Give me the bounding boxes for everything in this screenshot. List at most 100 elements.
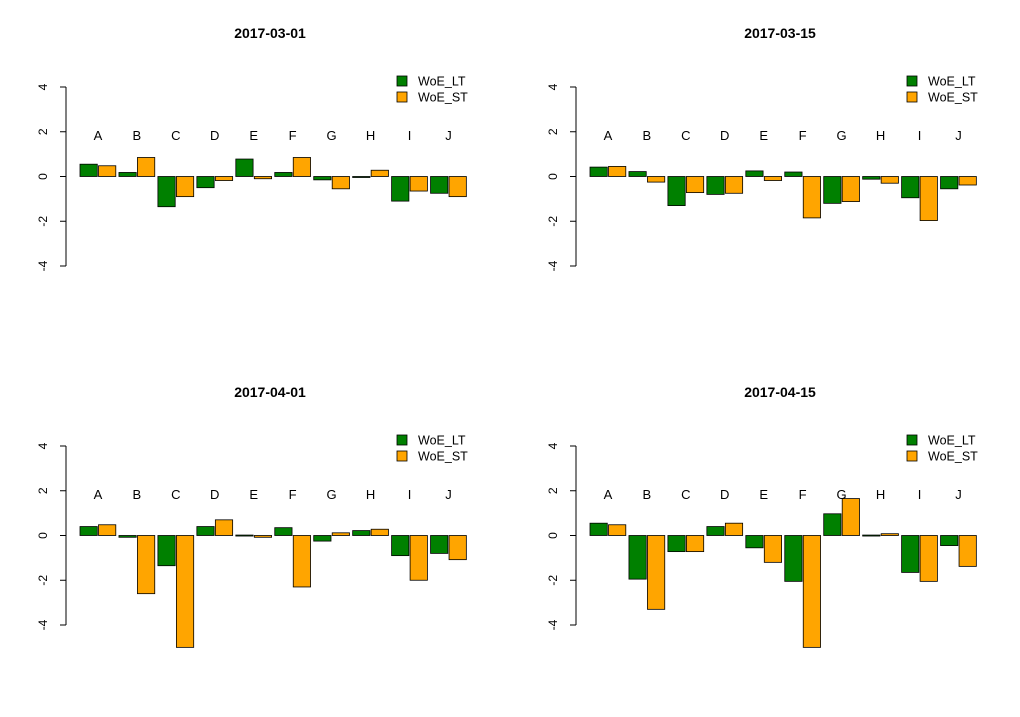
bar-woe-lt (79, 163, 98, 177)
bar-woe-st (763, 535, 783, 563)
category-label: J (445, 487, 452, 502)
legend: WoE_LT WoE_ST (396, 434, 468, 464)
category-label: A (604, 487, 613, 502)
bar-woe-lt (430, 176, 449, 194)
category-label: H (366, 487, 375, 502)
chart-panel: 2017-04-15 -4 -2 0 2 4 A B C D E F G H I J WoE_LT WoE_ST (546, 384, 978, 648)
category-label: E (759, 128, 768, 143)
y-tick-label: 0 (36, 532, 50, 539)
legend-label: WoE_LT (418, 434, 466, 448)
bar-woe-lt (862, 534, 881, 537)
category-label: B (643, 128, 652, 143)
bar-woe-lt (157, 176, 176, 208)
bar-woe-lt (157, 535, 176, 567)
category-label: G (837, 487, 847, 502)
bar-woe-lt (901, 535, 920, 573)
bar-woe-st (175, 176, 195, 198)
y-tick-label: 0 (546, 532, 560, 539)
bar-woe-lt (313, 176, 332, 181)
legend: WoE_LT WoE_ST (906, 434, 978, 464)
category-label: G (837, 128, 847, 143)
category-label: J (955, 487, 962, 502)
category-label: C (171, 128, 180, 143)
bar-woe-st (292, 157, 311, 177)
bar-woe-st (448, 176, 467, 198)
y-tick-label: -2 (546, 216, 560, 227)
bar-woe-lt (430, 535, 449, 554)
legend-label: WoE_ST (418, 91, 468, 105)
bar-woe-st (958, 535, 977, 567)
bar-woe-st (175, 535, 195, 648)
chart-title: 2017-03-01 (234, 25, 306, 41)
category-label: F (289, 487, 297, 502)
category-label: I (918, 487, 922, 502)
legend-label: WoE_ST (418, 450, 468, 464)
y-tick-label: -2 (546, 575, 560, 586)
bar-woe-lt (313, 535, 332, 542)
bar-woe-st (253, 535, 273, 538)
bar-woe-st (958, 176, 977, 186)
bar-woe-st (919, 176, 938, 221)
bar-woe-st (763, 176, 783, 181)
y-tick-label: 2 (546, 128, 560, 135)
bar-woe-lt (667, 535, 686, 553)
chart-panel: 2017-04-01 -4 -2 0 2 4 A B C D E F G H I J WoE_LT WoE_ST (36, 384, 468, 648)
legend-label: WoE_LT (928, 434, 976, 448)
bar-woe-st (685, 176, 705, 194)
bar-woe-st (370, 528, 389, 536)
bar-woe-st (214, 176, 234, 181)
category-label: J (445, 128, 452, 143)
bar-woe-lt (745, 170, 764, 177)
bar-woe-st (880, 533, 899, 536)
bar-woe-st (802, 176, 821, 219)
bar-woe-st (137, 157, 156, 177)
category-label: C (681, 128, 690, 143)
y-tick-label: 4 (546, 83, 560, 90)
bar-woe-lt (784, 535, 803, 582)
bar-woe-st (98, 524, 117, 536)
bar-woe-lt (823, 513, 842, 536)
bar-woe-lt (628, 171, 647, 177)
bar-woe-st (724, 522, 744, 536)
y-tick-label: -4 (36, 260, 50, 271)
bar-woe-lt (118, 535, 137, 538)
bar-woe-lt (391, 176, 410, 202)
y-tick-label: 4 (36, 442, 50, 449)
bar-woe-lt (706, 526, 725, 536)
bar-woe-st (370, 169, 389, 177)
bar-woe-st (292, 535, 311, 588)
y-tick-label: -4 (36, 619, 50, 630)
bar-woe-lt (706, 176, 725, 195)
category-label: A (94, 487, 103, 502)
bar-woe-st (647, 535, 666, 610)
category-label: D (720, 128, 729, 143)
legend: WoE_LT WoE_ST (906, 75, 978, 105)
bar-woe-lt (667, 176, 686, 206)
category-label: I (408, 128, 412, 143)
bar-woe-lt (940, 535, 959, 546)
y-tick-label: 0 (546, 173, 560, 180)
category-label: I (918, 128, 922, 143)
legend-swatch (906, 434, 918, 446)
y-tick-label: 4 (546, 442, 560, 449)
category-label: B (643, 487, 652, 502)
category-label: B (133, 128, 142, 143)
y-tick-label: -4 (546, 619, 560, 630)
category-label: F (289, 128, 297, 143)
y-tick-label: 4 (36, 83, 50, 90)
y-tick-label: 2 (36, 487, 50, 494)
bar-woe-st (409, 176, 428, 192)
legend-swatch (396, 75, 408, 87)
legend-swatch (906, 91, 918, 103)
bar-woe-st (137, 535, 156, 595)
bar-woe-lt (589, 166, 608, 177)
bar-woe-lt (274, 527, 293, 536)
legend-label: WoE_ST (928, 450, 978, 464)
category-label: D (210, 487, 219, 502)
y-tick-label: 0 (36, 173, 50, 180)
category-label: H (366, 128, 375, 143)
y-tick-label: 2 (36, 128, 50, 135)
chart-panel: 2017-03-15 -4 -2 0 2 4 A B C D E F G H I J WoE_LT WoE_ST (546, 25, 978, 271)
category-label: B (133, 487, 142, 502)
